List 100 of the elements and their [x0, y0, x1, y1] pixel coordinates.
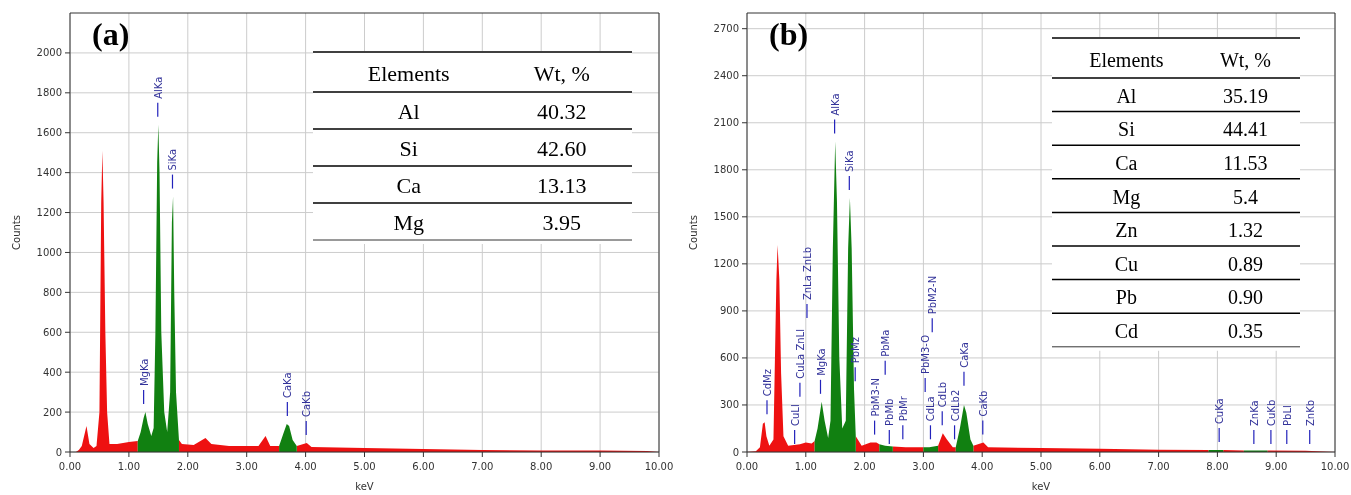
ref-line-label: ZnKa	[1248, 400, 1260, 426]
category-label: Mg	[1112, 185, 1141, 209]
x-tick-label: 3.00	[235, 461, 258, 472]
ref-line-label: CdLb2	[949, 389, 961, 422]
x-tick-label: 5.00	[1029, 461, 1053, 472]
x-tick-label: 7.00	[471, 461, 494, 472]
x-axis-title: keV	[1031, 481, 1051, 492]
ref-line-label: CuKb	[1265, 399, 1277, 426]
text: Wt, %	[533, 61, 590, 87]
y-tick-label: 1500	[713, 211, 739, 223]
category-label: Cu	[1114, 252, 1139, 275]
ref-line-label: PbM3-O	[920, 334, 932, 375]
y-tick-label: 800	[42, 286, 62, 298]
y-tick-label: 400	[42, 366, 62, 378]
category-label: Zn	[1115, 219, 1138, 242]
category-label: Si	[1118, 118, 1136, 141]
y-tick-label: 300	[719, 399, 739, 411]
y-axis-title: Counts	[11, 215, 22, 250]
ref-line-label: CuKa	[1214, 398, 1226, 425]
ref-line-label: SiKa	[844, 150, 856, 173]
x-tick-label: 8.00	[1206, 461, 1229, 472]
y-tick-label: 2700	[713, 23, 739, 35]
x-tick-label: 4.00	[294, 461, 317, 472]
x-tick-label: 5.00	[353, 461, 376, 472]
ref-line-label: CdLa	[925, 396, 937, 422]
ref-line-label: PbM3-N	[869, 378, 881, 417]
ref-line-label: PbLl	[1281, 405, 1293, 426]
data-label: 11.53	[1223, 152, 1268, 174]
x-tick-label: 2.00	[176, 461, 199, 472]
x-tick-label: 3.00	[912, 461, 935, 472]
ref-line-label: CdLb	[937, 381, 949, 408]
y-tick-label: 0	[55, 446, 62, 458]
x-tick-label: 1.00	[117, 461, 141, 472]
text: Elements	[367, 61, 450, 87]
data-label: 0.90	[1227, 286, 1263, 309]
ref-line-label: CaKa	[958, 342, 970, 368]
ref-line-label: PbM2-N	[927, 275, 939, 315]
data-label: 1.32	[1227, 219, 1263, 242]
ref-line-label: CaKb	[301, 391, 313, 418]
text: Elements	[1089, 48, 1164, 71]
y-axis-title: Counts	[688, 215, 699, 250]
data-label: 44.41	[1222, 118, 1268, 141]
y-tick-label: 1400	[36, 167, 62, 179]
x-tick-label: 7.00	[1147, 461, 1170, 472]
ref-line-label: PbMr	[897, 395, 909, 422]
x-tick-label: 0.00	[735, 461, 759, 472]
y-tick-label: 1600	[36, 127, 62, 139]
x-tick-label: 2.00	[853, 461, 876, 472]
x-tick-label: 9.00	[588, 461, 612, 472]
category-label: Al	[397, 99, 420, 125]
data-label: 13.13	[537, 173, 587, 199]
y-tick-label: 0	[732, 446, 739, 458]
data-label: 42.60	[537, 136, 587, 162]
ref-line-label: ZnKb	[1304, 399, 1316, 426]
y-tick-label: 600	[42, 326, 62, 338]
category-label: Cd	[1114, 320, 1139, 342]
x-tick-label: 9.00	[1265, 461, 1288, 472]
x-tick-label: 6.00	[1088, 461, 1111, 472]
x-tick-label: 1.00	[794, 461, 817, 472]
ref-line-label: ZnLa ZnLb	[801, 246, 813, 301]
category-label: Ca	[1115, 152, 1138, 174]
data-label: 5.4	[1232, 185, 1258, 208]
y-tick-label: 200	[42, 406, 62, 418]
y-tick-label: 1800	[36, 87, 62, 99]
y-tick-label: 600	[719, 352, 739, 364]
ref-line-label: CaKb	[977, 390, 989, 417]
y-tick-label: 2000	[36, 47, 62, 59]
ref-line-label: AlKa	[152, 76, 164, 99]
ref-line-label: AlKa	[829, 93, 841, 116]
x-tick-label: 0.00	[58, 461, 82, 472]
ref-line-label: CaKa	[282, 372, 294, 399]
category-label: Ca	[396, 173, 422, 199]
category-label: Si	[399, 136, 418, 162]
y-tick-label: 900	[719, 305, 739, 317]
chart-title: (a)	[92, 16, 130, 52]
data-label: 40.32	[537, 99, 587, 125]
ref-line-label: PbMb	[884, 398, 896, 426]
x-tick-label: 4.00	[971, 461, 994, 472]
category-label: Mg	[393, 210, 424, 236]
ref-line-label: CdMz	[761, 368, 773, 397]
y-tick-label: 1200	[713, 258, 739, 270]
ref-line-label: CuLl	[789, 404, 801, 426]
ref-line-label: MgKa	[815, 348, 827, 376]
ref-line-label: MgKa	[138, 358, 150, 387]
x-tick-label: 10.00	[1320, 461, 1350, 472]
category-label: Al	[1116, 84, 1137, 107]
y-tick-label: 1000	[36, 246, 62, 258]
ref-line-label: CuLa ZnLl	[794, 329, 806, 379]
ref-line-label: PbMa	[880, 329, 892, 357]
ref-line-label: PbMz	[850, 337, 862, 364]
text: Wt, %	[1219, 48, 1271, 71]
category-label: Pb	[1115, 286, 1137, 309]
chart-title: (b)	[769, 16, 809, 52]
y-tick-label: 1800	[713, 164, 739, 176]
y-tick-label: 2100	[713, 117, 739, 129]
data-label: 35.19	[1222, 84, 1268, 107]
x-axis-title: keV	[355, 481, 374, 492]
ref-line-label: SiKa	[167, 148, 179, 171]
x-tick-label: 8.00	[530, 461, 553, 472]
x-tick-label: 10.00	[644, 461, 674, 472]
